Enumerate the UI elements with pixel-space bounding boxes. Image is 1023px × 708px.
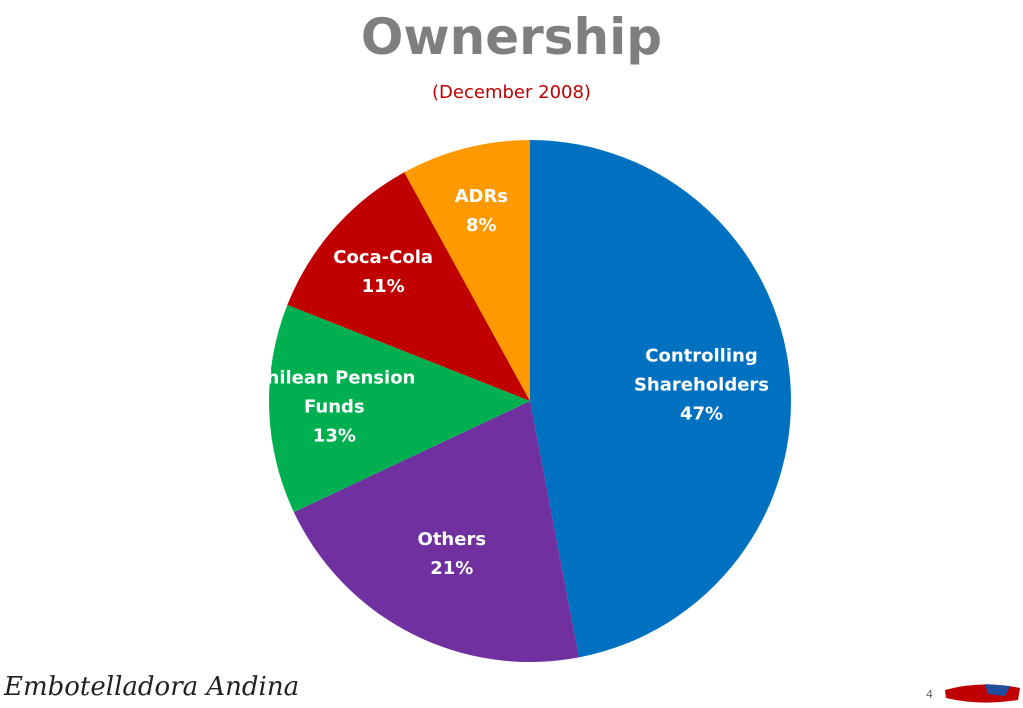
value-label: 21% — [430, 558, 474, 580]
category-label: Others — [417, 529, 487, 551]
pie-slice — [293, 401, 579, 662]
chart-subtitle: (December 2008) — [432, 82, 591, 103]
category-label: Controlling Shareholders — [633, 345, 769, 396]
slice-label: Controlling Shareholders 47% — [611, 341, 791, 428]
logo-text: Embotelladora Andina — [4, 672, 300, 702]
logo-image — [945, 684, 1020, 703]
category-label: ADRs — [454, 186, 509, 208]
slice-label: ADRs 8% — [391, 182, 571, 240]
value-label: 13% — [312, 425, 356, 447]
chart-title: Ownership — [360, 8, 663, 66]
page-number: 4 — [926, 688, 933, 701]
value-label: 8% — [466, 215, 497, 237]
slice-label: Coca-Cola 11% — [293, 243, 473, 301]
pie-slice — [287, 172, 530, 401]
value-label: 11% — [361, 275, 405, 297]
category-label: Chilean Pension Funds — [253, 367, 416, 418]
value-label: 47% — [679, 403, 724, 425]
slice-label: Chilean Pension Funds 13% — [244, 364, 424, 451]
slice-label: Others 21% — [362, 525, 542, 583]
pie-slice — [269, 304, 530, 513]
pie-slice — [530, 140, 791, 658]
category-label: Coca-Cola — [333, 246, 434, 268]
pie-slice — [404, 140, 530, 401]
